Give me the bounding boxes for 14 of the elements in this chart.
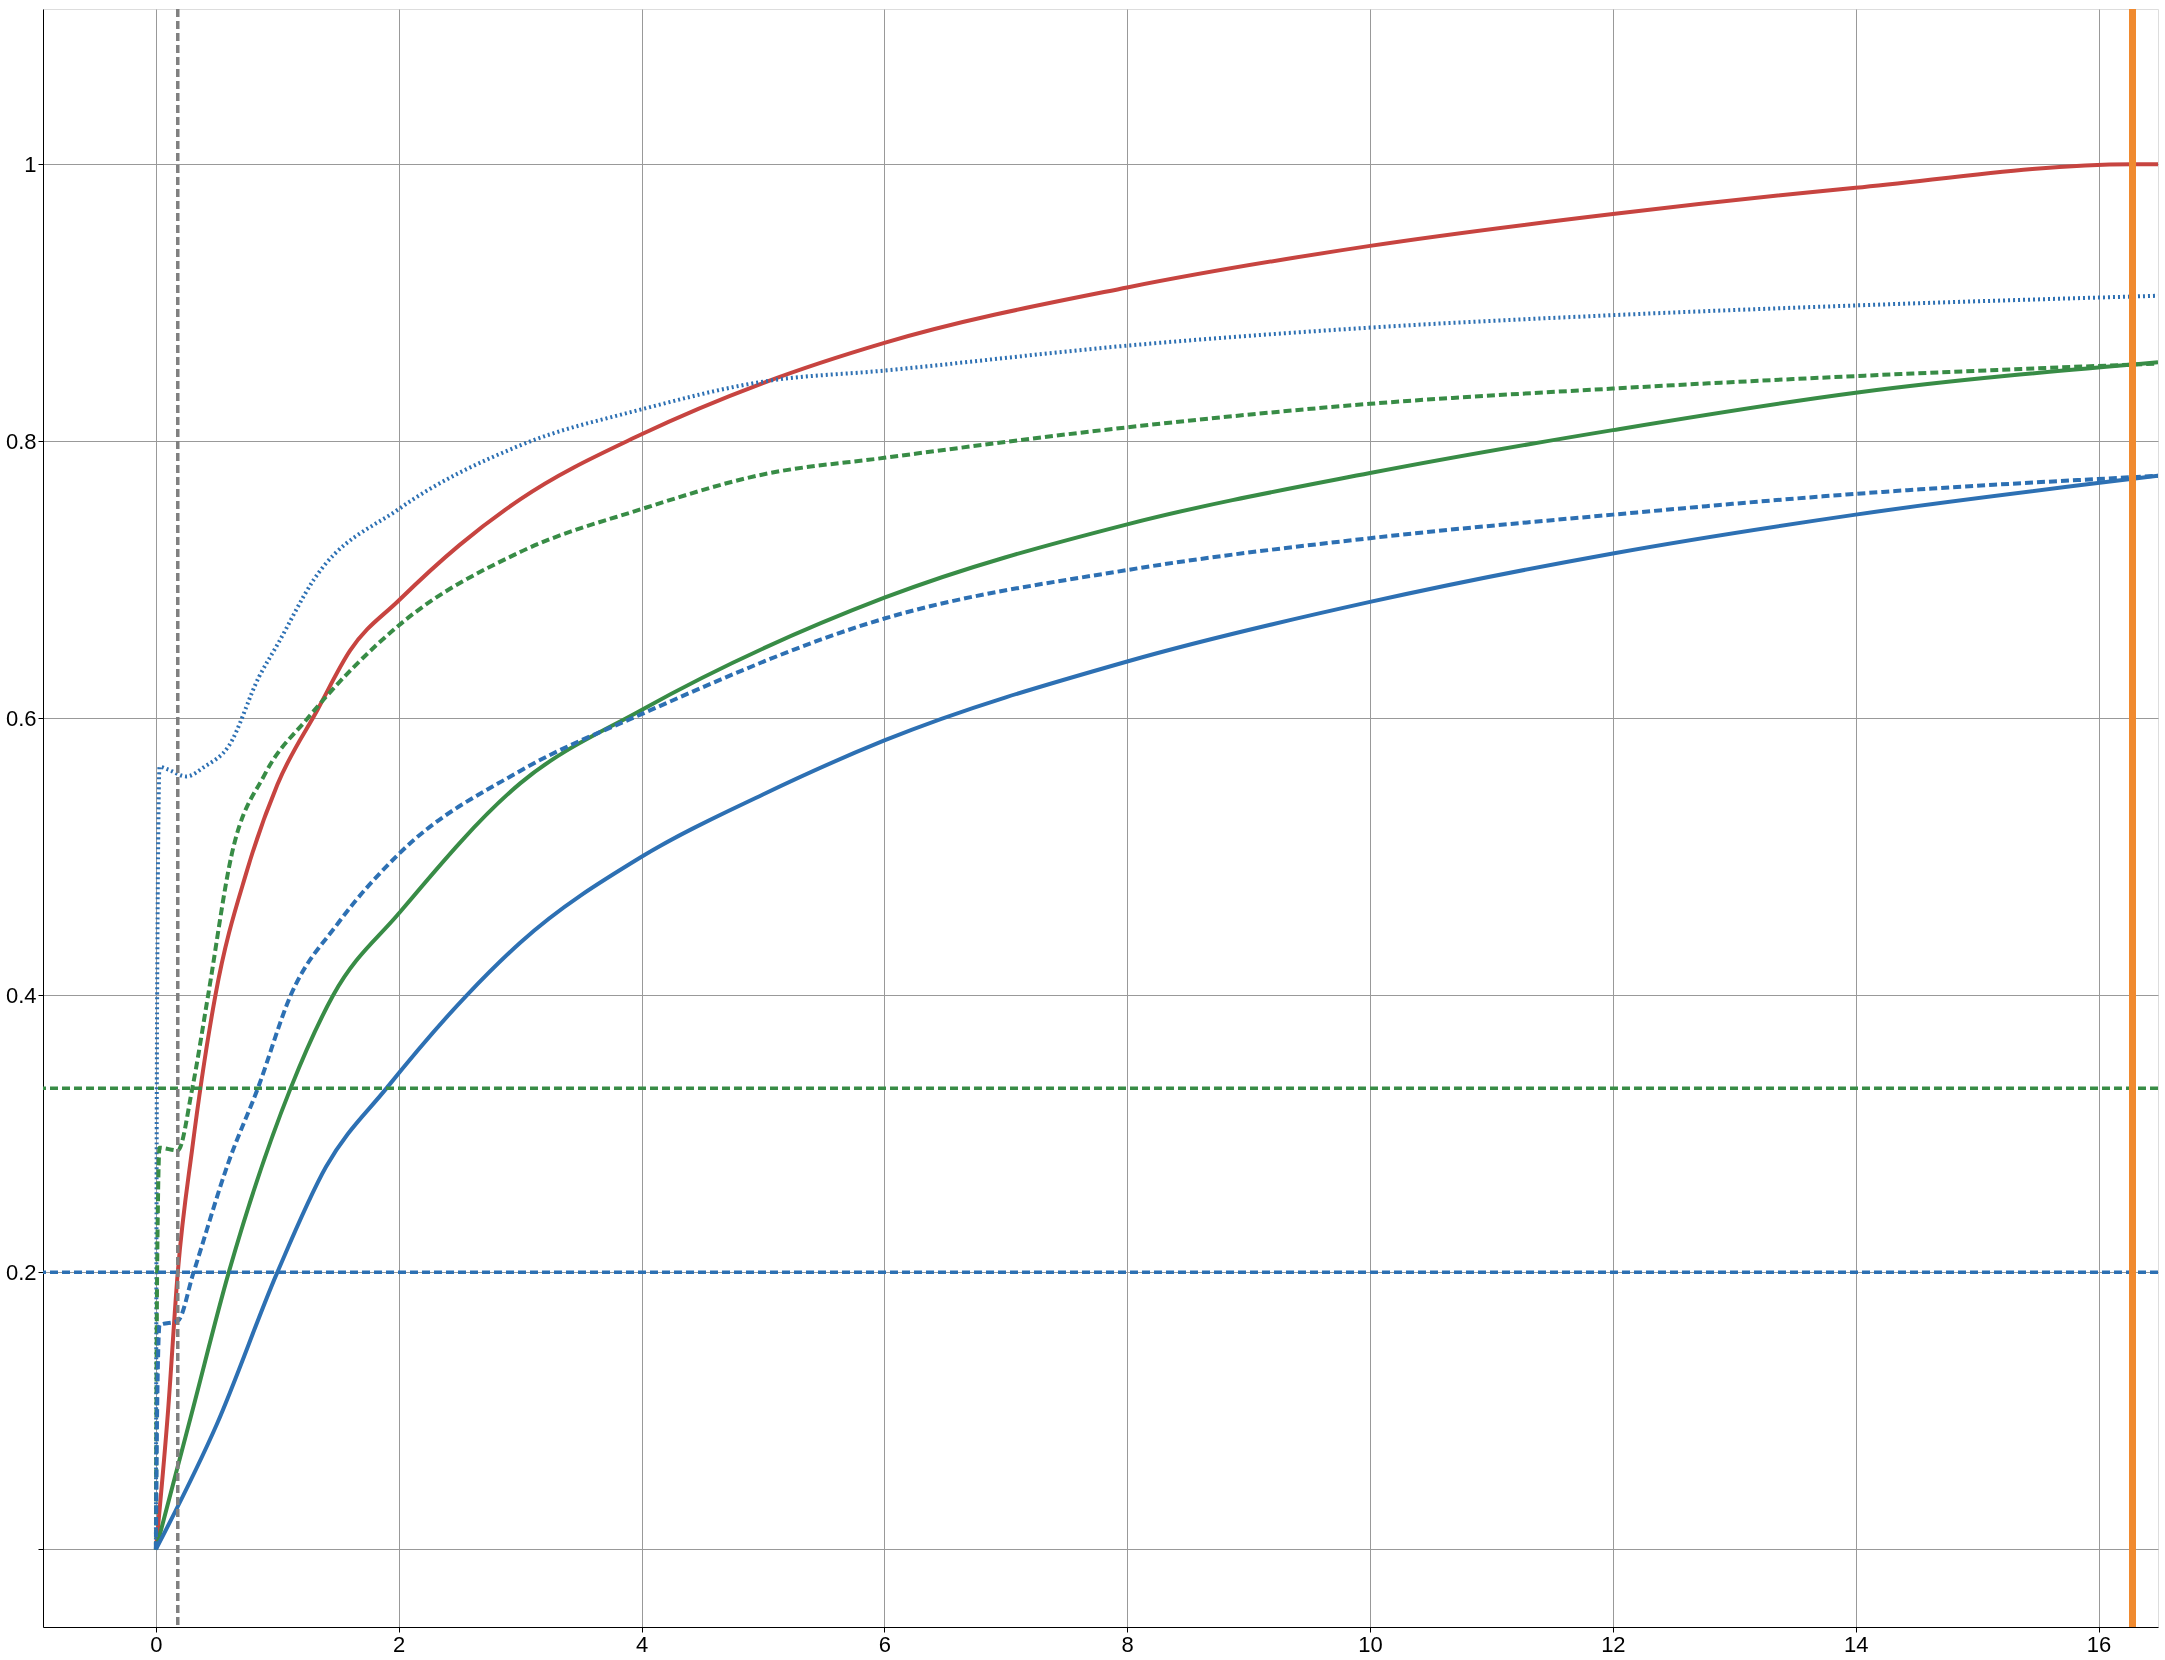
x-tick-label: 6: [878, 1631, 892, 1657]
y-tick-label: 0.4: [5, 982, 37, 1008]
y-tick-label: 0.8: [5, 428, 37, 454]
y-tick-label: 0.2: [5, 1259, 37, 1285]
x-tick-label: 16: [2086, 1631, 2112, 1657]
y-tick-label: 0.6: [5, 705, 37, 731]
x-tick-label: 4: [635, 1631, 649, 1657]
y-tick-label: 1: [24, 151, 37, 177]
x-tick-label: 8: [1121, 1631, 1134, 1657]
x-tick-label: 2: [393, 1631, 406, 1657]
x-tick-label: 0: [150, 1631, 163, 1657]
x-tick-label: 10: [1358, 1631, 1383, 1657]
x-tick-label: 12: [1601, 1631, 1626, 1657]
x-tick-label: 14: [1843, 1631, 1869, 1657]
